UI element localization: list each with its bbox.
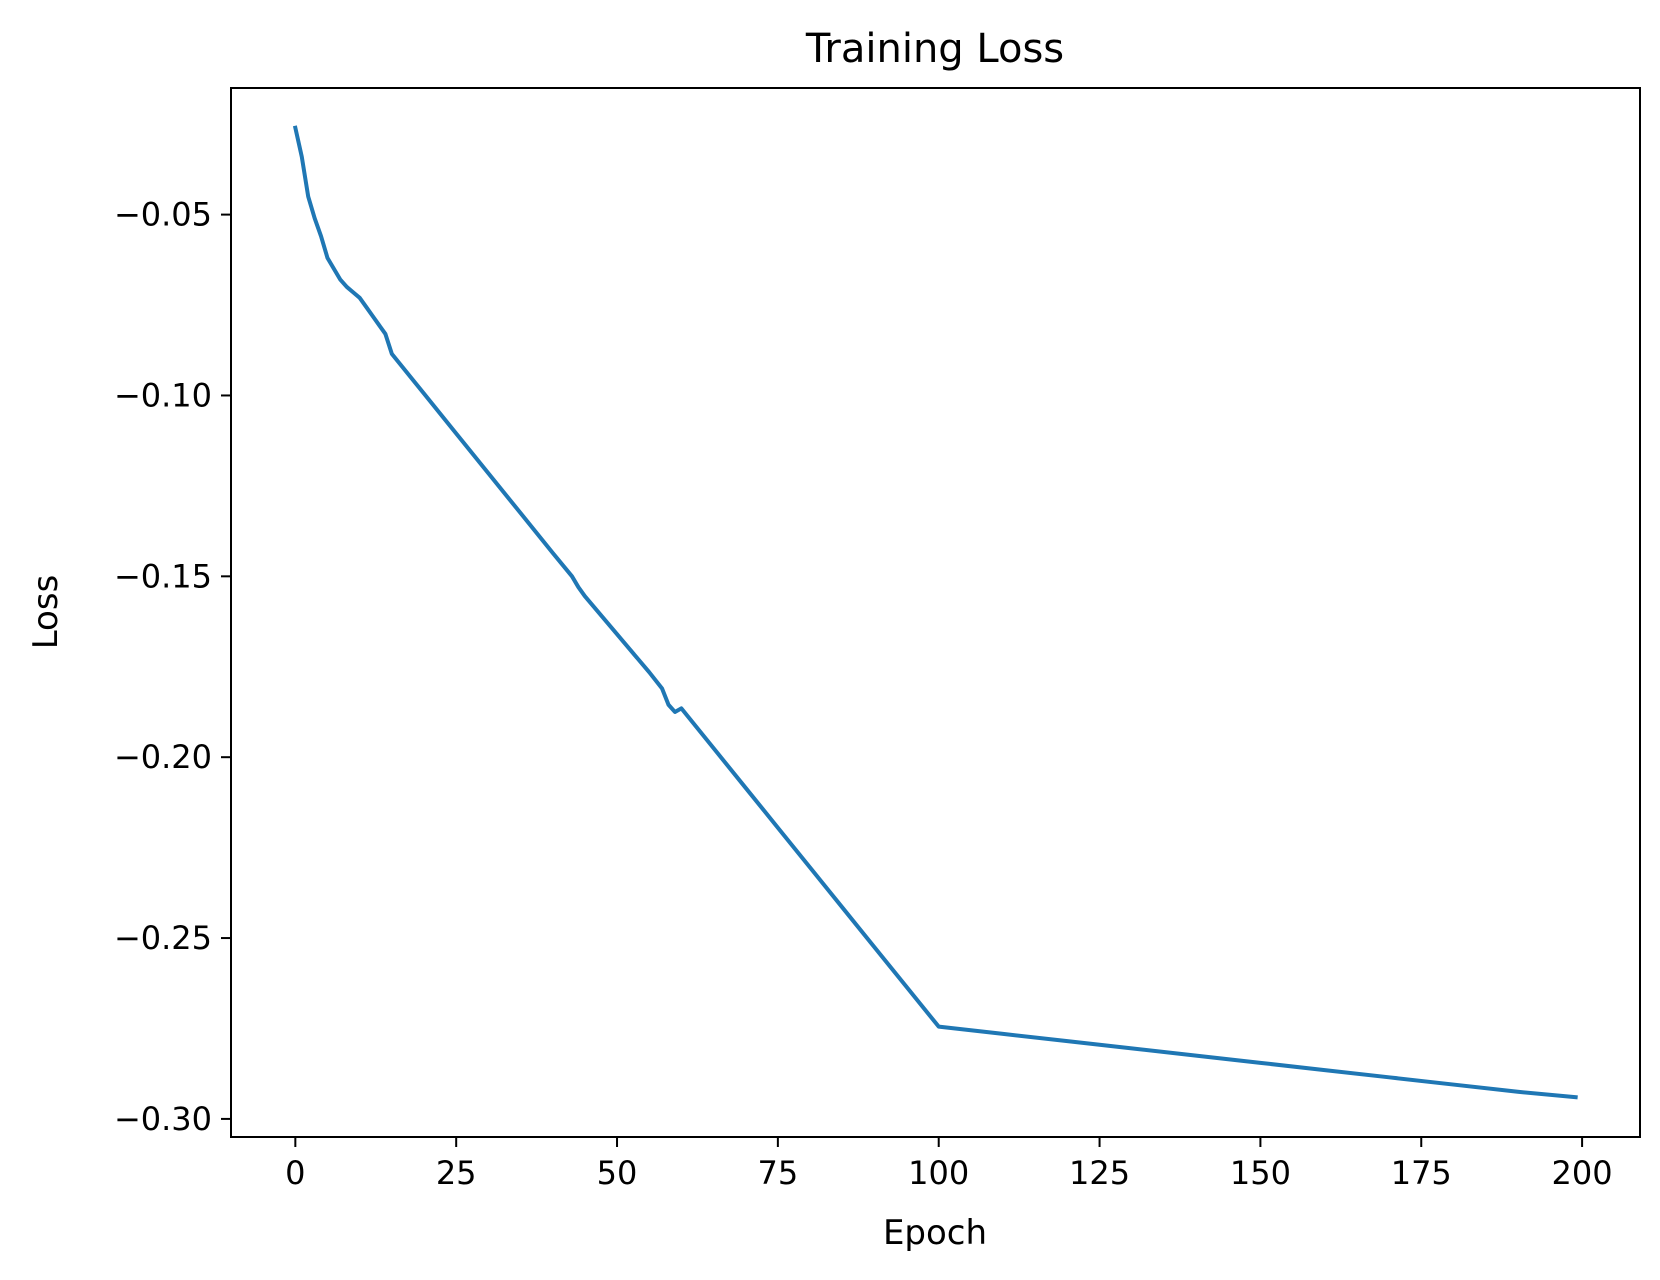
y-tick-label: −0.25 xyxy=(114,919,212,957)
y-tick-label: −0.10 xyxy=(114,376,212,414)
x-tick-label: 100 xyxy=(908,1154,969,1192)
y-axis-ticks: −0.05 −0.10 −0.15 −0.20 −0.25 −0.30 xyxy=(114,196,231,1138)
x-tick-label: 150 xyxy=(1230,1154,1291,1192)
y-tick-label: −0.05 xyxy=(114,196,212,234)
plot-area xyxy=(292,125,1578,1100)
chart-title: Training Loss xyxy=(805,26,1064,72)
axes-frame xyxy=(230,87,1641,1138)
x-tick-label: 200 xyxy=(1552,1154,1613,1192)
x-tick-label: 175 xyxy=(1391,1154,1452,1192)
y-tick-label: −0.30 xyxy=(114,1100,212,1138)
x-tick-label: 25 xyxy=(436,1154,477,1192)
loss-line xyxy=(292,125,1578,1100)
y-tick-label: −0.20 xyxy=(114,738,212,776)
x-axis-label: Epoch xyxy=(883,1213,987,1253)
x-tick-label: 50 xyxy=(597,1154,638,1192)
y-axis-label: Loss xyxy=(26,575,66,650)
x-axis-ticks: 0 25 50 75 100 125 150 175 200 xyxy=(285,1137,1613,1192)
x-tick-label: 75 xyxy=(758,1154,799,1192)
y-tick-label: −0.15 xyxy=(114,557,212,595)
x-tick-label: 125 xyxy=(1069,1154,1130,1192)
x-tick-label: 0 xyxy=(285,1154,305,1192)
